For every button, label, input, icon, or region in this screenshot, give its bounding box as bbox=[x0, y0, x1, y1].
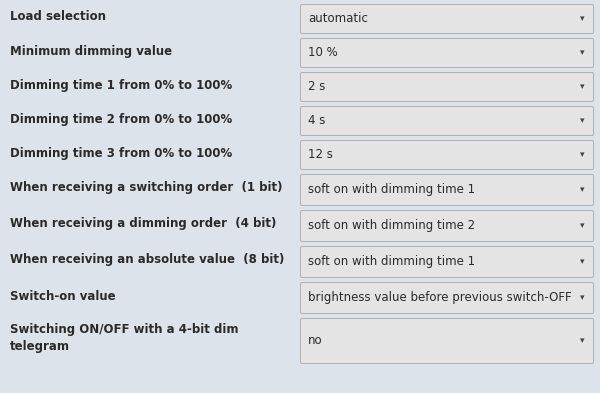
Text: ▾: ▾ bbox=[580, 15, 584, 24]
FancyBboxPatch shape bbox=[301, 318, 593, 364]
Text: Dimming time 1 from 0% to 100%: Dimming time 1 from 0% to 100% bbox=[10, 79, 232, 92]
Text: ▾: ▾ bbox=[580, 151, 584, 160]
Text: Switching ON/OFF with a 4-bit dim
telegram: Switching ON/OFF with a 4-bit dim telegr… bbox=[10, 323, 239, 353]
Text: Load selection: Load selection bbox=[10, 11, 106, 24]
Text: Dimming time 2 from 0% to 100%: Dimming time 2 from 0% to 100% bbox=[10, 112, 232, 125]
Text: 12 s: 12 s bbox=[308, 149, 333, 162]
Text: brightness value before previous switch-OFF: brightness value before previous switch-… bbox=[308, 292, 572, 305]
Text: When receiving an absolute value  (8 bit): When receiving an absolute value (8 bit) bbox=[10, 253, 284, 266]
Text: ▾: ▾ bbox=[580, 257, 584, 266]
Text: 2 s: 2 s bbox=[308, 81, 325, 94]
Text: soft on with dimming time 1: soft on with dimming time 1 bbox=[308, 184, 475, 196]
Text: ▾: ▾ bbox=[580, 185, 584, 195]
Text: ▾: ▾ bbox=[580, 336, 584, 345]
Text: no: no bbox=[308, 334, 323, 347]
FancyBboxPatch shape bbox=[301, 211, 593, 242]
Text: ▾: ▾ bbox=[580, 48, 584, 57]
FancyBboxPatch shape bbox=[301, 174, 593, 206]
Text: Minimum dimming value: Minimum dimming value bbox=[10, 44, 172, 57]
FancyBboxPatch shape bbox=[301, 4, 593, 33]
FancyBboxPatch shape bbox=[301, 246, 593, 277]
Text: When receiving a dimming order  (4 bit): When receiving a dimming order (4 bit) bbox=[10, 217, 277, 231]
Text: Switch-on value: Switch-on value bbox=[10, 290, 116, 303]
Text: ▾: ▾ bbox=[580, 294, 584, 303]
FancyBboxPatch shape bbox=[301, 107, 593, 136]
FancyBboxPatch shape bbox=[301, 72, 593, 101]
FancyBboxPatch shape bbox=[301, 141, 593, 169]
Text: ▾: ▾ bbox=[580, 222, 584, 231]
Text: automatic: automatic bbox=[308, 13, 368, 26]
Text: Dimming time 3 from 0% to 100%: Dimming time 3 from 0% to 100% bbox=[10, 147, 232, 160]
Text: 10 %: 10 % bbox=[308, 46, 338, 59]
FancyBboxPatch shape bbox=[301, 283, 593, 314]
FancyBboxPatch shape bbox=[301, 39, 593, 68]
Text: 4 s: 4 s bbox=[308, 114, 325, 127]
Text: When receiving a switching order  (1 bit): When receiving a switching order (1 bit) bbox=[10, 182, 283, 195]
Text: ▾: ▾ bbox=[580, 83, 584, 92]
Text: soft on with dimming time 1: soft on with dimming time 1 bbox=[308, 255, 475, 268]
Text: ▾: ▾ bbox=[580, 116, 584, 125]
Text: soft on with dimming time 2: soft on with dimming time 2 bbox=[308, 220, 475, 233]
